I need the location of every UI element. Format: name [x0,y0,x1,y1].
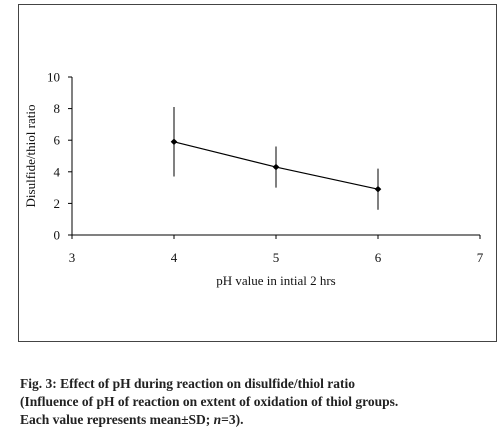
data-point-marker [374,185,382,193]
y-tick-label: 6 [54,133,61,148]
y-axis-label: Disulfide/thiol ratio [23,105,38,208]
x-tick-label: 7 [477,250,484,265]
y-tick-label: 10 [47,70,60,85]
x-tick-label: 6 [375,250,382,265]
y-tick-label: 4 [54,164,61,179]
data-point-marker [272,163,280,171]
chart: 0 2 4 6 8 10 3 4 5 6 7 pH value in intial 2 hrs Di… [18,4,497,342]
x-axis-label: pH value in intial 2 hrs [216,273,336,288]
x-tick-label: 5 [273,250,280,265]
caption-line-1: Fig. 3: Effect of pH during reaction on … [20,376,355,391]
x-tick-label: 3 [69,250,76,265]
caption-n: n [213,412,222,427]
data-point-marker [170,138,178,146]
caption-line-3-suffix: =3). [221,412,244,427]
y-tick-label: 0 [54,228,61,243]
caption-line-2: (Influence of pH of reaction on extent o… [20,394,399,409]
chart-frame [18,4,497,342]
axes: 0 2 4 6 8 10 3 4 5 6 7 [47,70,484,266]
figure-caption: Fig. 3: Effect of pH during reaction on … [20,375,500,429]
x-tick-label: 4 [171,250,178,265]
y-tick-label: 2 [54,196,61,211]
y-tick-label: 8 [54,101,61,116]
caption-line-3-prefix: Each value represents mean±SD; [20,412,214,427]
series-layer [170,107,382,210]
